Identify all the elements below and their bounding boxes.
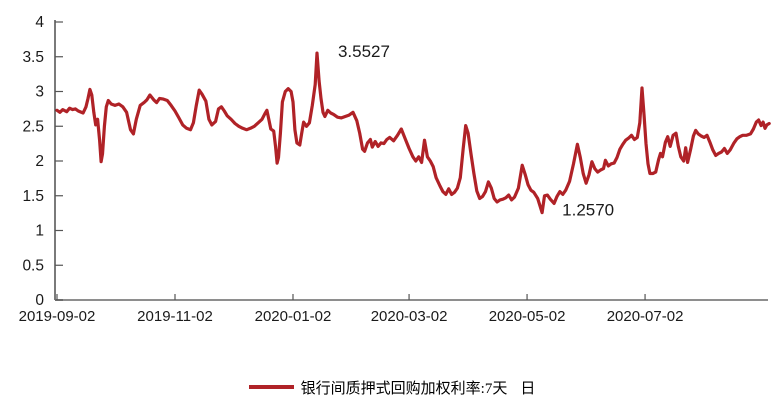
y-tick-label: 3.5: [22, 49, 44, 66]
legend-series-label: 银行间质押式回购加权利率:7天: [300, 380, 508, 397]
legend-line-swatch: [248, 385, 294, 389]
x-tick-label: 2020-01-02: [255, 308, 332, 325]
annotation-min-value: 1.2570: [562, 201, 614, 220]
x-tick-label: 2019-09-02: [19, 308, 96, 325]
line-chart-plot: 0 0.5 1 1.5 2 2.5 3 3.5 4 2019-09-02 2019-11-02 202…: [19, 14, 771, 325]
x-tick-label: 2020-05-02: [489, 308, 566, 325]
y-tick-label: 1.5: [22, 188, 44, 205]
y-tick-label: 2: [35, 153, 44, 170]
chart-legend: 银行间质押式回购加权利率:7天 日: [0, 374, 784, 400]
x-tick-label: 2020-03-02: [371, 308, 448, 325]
x-tick-label: 2019-11-02: [137, 308, 213, 325]
y-tick-label: 1: [35, 223, 44, 240]
y-tick-label: 2.5: [22, 118, 44, 135]
annotation-max-value: 3.5527: [338, 42, 390, 61]
y-tick-label: 0: [35, 292, 44, 309]
y-tick-label: 0.5: [22, 257, 44, 274]
y-tick-label: 4: [35, 14, 44, 31]
rate-line-series: [55, 51, 771, 215]
x-tick-label: 2020-07-02: [607, 308, 684, 325]
y-tick-label: 3: [35, 84, 44, 101]
legend-frequency-label: 日: [520, 380, 536, 397]
